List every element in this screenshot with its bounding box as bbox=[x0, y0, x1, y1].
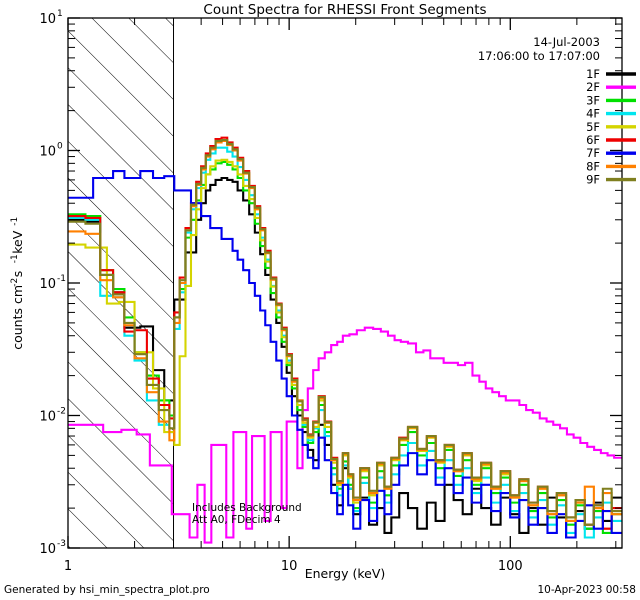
svg-text:1: 1 bbox=[57, 9, 63, 19]
svg-text:10: 10 bbox=[39, 277, 56, 292]
y-axis-title-part: counts cm bbox=[10, 285, 25, 350]
y-tick-label: 10 -3 bbox=[39, 539, 66, 557]
svg-text:10: 10 bbox=[39, 542, 56, 557]
legend-time-range: 17:06:00 to 17:07:00 bbox=[478, 49, 600, 63]
svg-text:10: 10 bbox=[39, 12, 56, 27]
legend-label-9f: 9F bbox=[586, 173, 600, 187]
legend-label-1f: 1F bbox=[586, 67, 600, 81]
legend-label-8f: 8F bbox=[586, 159, 600, 173]
svg-text:10: 10 bbox=[39, 145, 56, 160]
legend-label-7f: 7F bbox=[586, 146, 600, 160]
legend-label-3f: 3F bbox=[586, 93, 600, 107]
spectrum-line-5f bbox=[68, 158, 622, 530]
y-axis-title-part: -1 bbox=[10, 254, 20, 263]
svg-text:-1: -1 bbox=[57, 274, 66, 284]
svg-text:0: 0 bbox=[57, 142, 63, 152]
svg-text:-3: -3 bbox=[57, 539, 66, 549]
y-tick-label: 10 1 bbox=[39, 9, 62, 27]
x-axis-title: Energy (keV) bbox=[305, 566, 386, 581]
page-title: Count Spectra for RHESSI Front Segments bbox=[203, 2, 486, 18]
plot-annotations: Includes Background Att A0, FDecim 4 bbox=[192, 502, 302, 526]
legend-label-4f: 4F bbox=[586, 107, 600, 121]
annotation-attenuator-state: Att A0, FDecim 4 bbox=[192, 514, 281, 526]
y-axis-ticks bbox=[68, 17, 622, 549]
y-axis-title: counts cm-2 s-1 keV-1 bbox=[10, 217, 25, 350]
y-tick-label: 10 -2 bbox=[39, 407, 66, 425]
legend-label-6f: 6F bbox=[586, 133, 600, 147]
spectrum-line-2f bbox=[68, 326, 622, 544]
x-tick-label: 1 bbox=[64, 559, 72, 574]
svg-text:10: 10 bbox=[39, 410, 56, 425]
annotation-includes-background: Includes Background bbox=[192, 502, 302, 514]
x-axis-tick-labels: 1 10 100 bbox=[64, 559, 523, 574]
footer-generator: Generated by hsi_min_spectra_plot.pro bbox=[4, 584, 210, 596]
y-axis-title-part: s bbox=[10, 271, 25, 278]
excluded-band-hatch bbox=[68, 18, 174, 548]
y-tick-label: 10 0 bbox=[39, 142, 63, 160]
x-tick-label: 100 bbox=[498, 559, 523, 574]
y-tick-label: 10 -1 bbox=[39, 274, 66, 292]
axes-layer bbox=[67, 17, 623, 549]
x-tick-label: 10 bbox=[281, 559, 298, 574]
legend-label-2f: 2F bbox=[586, 80, 600, 94]
y-axis-title-part: -1 bbox=[10, 217, 20, 226]
legend-label-5f: 5F bbox=[586, 120, 600, 134]
legend: 14-Jul-2003 17:06:00 to 17:07:00 1F2F3F4… bbox=[478, 35, 636, 187]
x-axis-ticks bbox=[67, 18, 617, 548]
spectrum-line-9f bbox=[68, 138, 622, 526]
legend-date: 14-Jul-2003 bbox=[533, 35, 600, 49]
y-axis-title-part: keV bbox=[10, 230, 25, 253]
footer-timestamp: 10-Apr-2023 00:58 bbox=[537, 584, 636, 596]
y-axis-title-part: -2 bbox=[10, 278, 20, 287]
svg-text:-2: -2 bbox=[57, 407, 66, 417]
spectra-series-layer bbox=[68, 136, 622, 544]
